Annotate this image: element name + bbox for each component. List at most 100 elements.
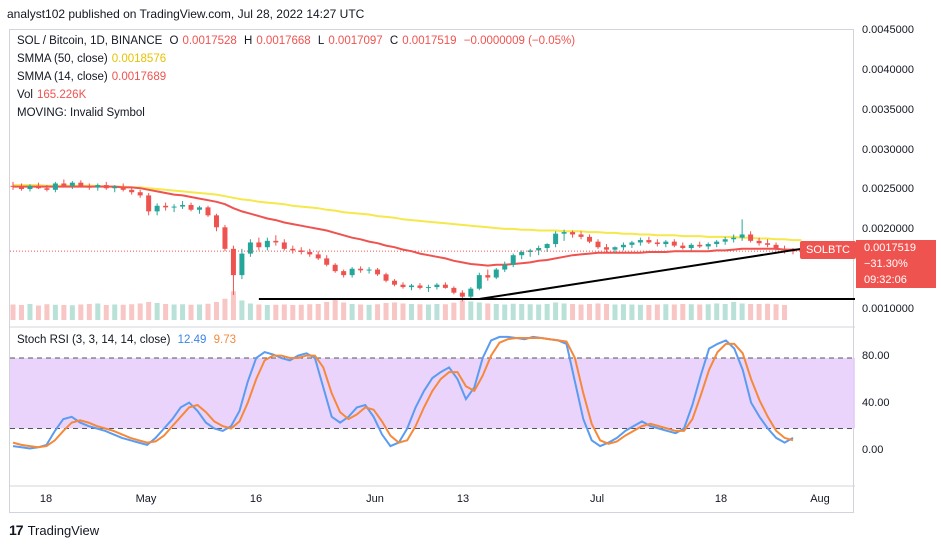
candle-body[interactable] <box>307 252 313 255</box>
candle-body[interactable] <box>273 240 279 243</box>
candle-body[interactable] <box>731 237 737 240</box>
candle-body[interactable] <box>502 264 508 270</box>
candle-body[interactable] <box>383 274 389 281</box>
candle-body[interactable] <box>341 271 347 276</box>
candle-body[interactable] <box>527 250 533 253</box>
candle-body[interactable] <box>629 242 635 245</box>
candle-body[interactable] <box>35 185 41 189</box>
candle-body[interactable] <box>714 241 720 245</box>
candle-body[interactable] <box>290 248 296 251</box>
candle-body[interactable] <box>442 284 448 288</box>
candle-body[interactable] <box>688 244 694 249</box>
candle-body[interactable] <box>129 189 135 193</box>
candle-body[interactable] <box>222 227 228 249</box>
moving-legend[interactable]: MOVING: Invalid Symbol <box>17 107 149 119</box>
volume-legend[interactable]: Vol 165.226K <box>17 89 90 101</box>
sma50-line[interactable] <box>13 184 802 242</box>
candle-body[interactable] <box>459 292 465 297</box>
candle-body[interactable] <box>561 232 567 234</box>
candle-body[interactable] <box>324 258 330 265</box>
candle-body[interactable] <box>180 204 186 207</box>
candle-body[interactable] <box>78 182 84 187</box>
candle-body[interactable] <box>163 205 169 208</box>
candle-body[interactable] <box>756 240 762 244</box>
candle-body[interactable] <box>366 269 372 271</box>
candle-body[interactable] <box>281 242 287 249</box>
candle-body[interactable] <box>553 233 559 245</box>
candle-body[interactable] <box>493 269 499 278</box>
candle-body[interactable] <box>315 254 321 259</box>
candle-body[interactable] <box>485 275 491 278</box>
candle-body[interactable] <box>587 236 593 242</box>
candle-body[interactable] <box>95 185 101 188</box>
candle-body[interactable] <box>400 284 406 288</box>
candle-body[interactable] <box>112 186 118 189</box>
candle-body[interactable] <box>69 182 75 186</box>
candle-body[interactable] <box>52 183 58 190</box>
candle-body[interactable] <box>570 232 576 235</box>
candle-body[interactable] <box>451 287 457 293</box>
candle-body[interactable] <box>519 252 525 256</box>
candle-body[interactable] <box>680 245 686 249</box>
candle-body[interactable] <box>358 268 364 271</box>
candle-body[interactable] <box>637 240 643 243</box>
chart-frame[interactable]: 18 May 16 Jun 13 Jul 18 Aug <box>9 29 855 514</box>
candle-body[interactable] <box>595 241 601 248</box>
candle-body[interactable] <box>739 234 745 238</box>
candle-body[interactable] <box>671 241 677 246</box>
candle-body[interactable] <box>137 192 143 196</box>
symbol-title[interactable]: SOL / Bitcoin, 1D, BINANCE <box>17 35 163 47</box>
candle-body[interactable] <box>332 264 338 272</box>
chart-canvas[interactable]: 18 May 16 Jun 13 Jul 18 Aug <box>10 30 855 514</box>
candle-body[interactable] <box>425 287 431 289</box>
candle-body[interactable] <box>230 248 236 276</box>
candle-body[interactable] <box>239 253 245 276</box>
candle-body[interactable] <box>103 185 109 189</box>
candle-body[interactable] <box>417 285 423 288</box>
candle-body[interactable] <box>408 285 414 288</box>
candle-body[interactable] <box>256 242 262 248</box>
candle-body[interactable] <box>773 244 779 249</box>
candle-body[interactable] <box>646 240 652 243</box>
candle-body[interactable] <box>544 244 550 249</box>
candle-body[interactable] <box>247 242 253 254</box>
candle-body[interactable] <box>27 185 33 190</box>
stoch-k-line[interactable] <box>12 335 794 450</box>
candle-body[interactable] <box>722 239 728 242</box>
candle-body[interactable] <box>120 186 126 190</box>
candle-body[interactable] <box>61 183 67 186</box>
candle-body[interactable] <box>171 206 177 208</box>
candle-body[interactable] <box>654 242 660 245</box>
candle-body[interactable] <box>86 186 92 188</box>
stoch-d-line[interactable] <box>12 337 794 449</box>
candle-body[interactable] <box>213 215 219 228</box>
candle-body[interactable] <box>612 247 618 250</box>
candle-body[interactable] <box>188 204 194 210</box>
candle-body[interactable] <box>536 248 542 251</box>
candle-body[interactable] <box>620 244 626 248</box>
candle-body[interactable] <box>765 243 771 245</box>
candle-body[interactable] <box>782 248 788 251</box>
tradingview-logo[interactable]: 17 TradingView <box>9 522 99 538</box>
candle-body[interactable] <box>697 244 703 247</box>
sma50-legend[interactable]: SMMA (50, close) 0.0018576 <box>17 53 170 65</box>
sma14-line[interactable] <box>13 185 802 267</box>
candle-body[interactable] <box>44 188 50 190</box>
stoch-legend[interactable]: Stoch RSI (3, 3, 14, 14, close) 12.49 9.… <box>17 334 240 346</box>
candle-body[interactable] <box>663 241 669 245</box>
candle-body[interactable] <box>392 280 398 285</box>
candle-body[interactable] <box>197 207 203 210</box>
candle-body[interactable] <box>476 275 482 289</box>
candle-body[interactable] <box>468 288 474 297</box>
candle-body[interactable] <box>349 268 355 276</box>
candle-body[interactable] <box>748 234 754 241</box>
candle-body[interactable] <box>146 195 152 212</box>
candle-body[interactable] <box>154 205 160 212</box>
trendline[interactable] <box>479 247 802 301</box>
candle-body[interactable] <box>705 244 711 247</box>
candle-body[interactable] <box>510 255 516 265</box>
candle-body[interactable] <box>264 240 270 248</box>
candle-body[interactable] <box>10 185 16 187</box>
candle-body[interactable] <box>205 207 211 216</box>
candle-body[interactable] <box>603 247 609 250</box>
